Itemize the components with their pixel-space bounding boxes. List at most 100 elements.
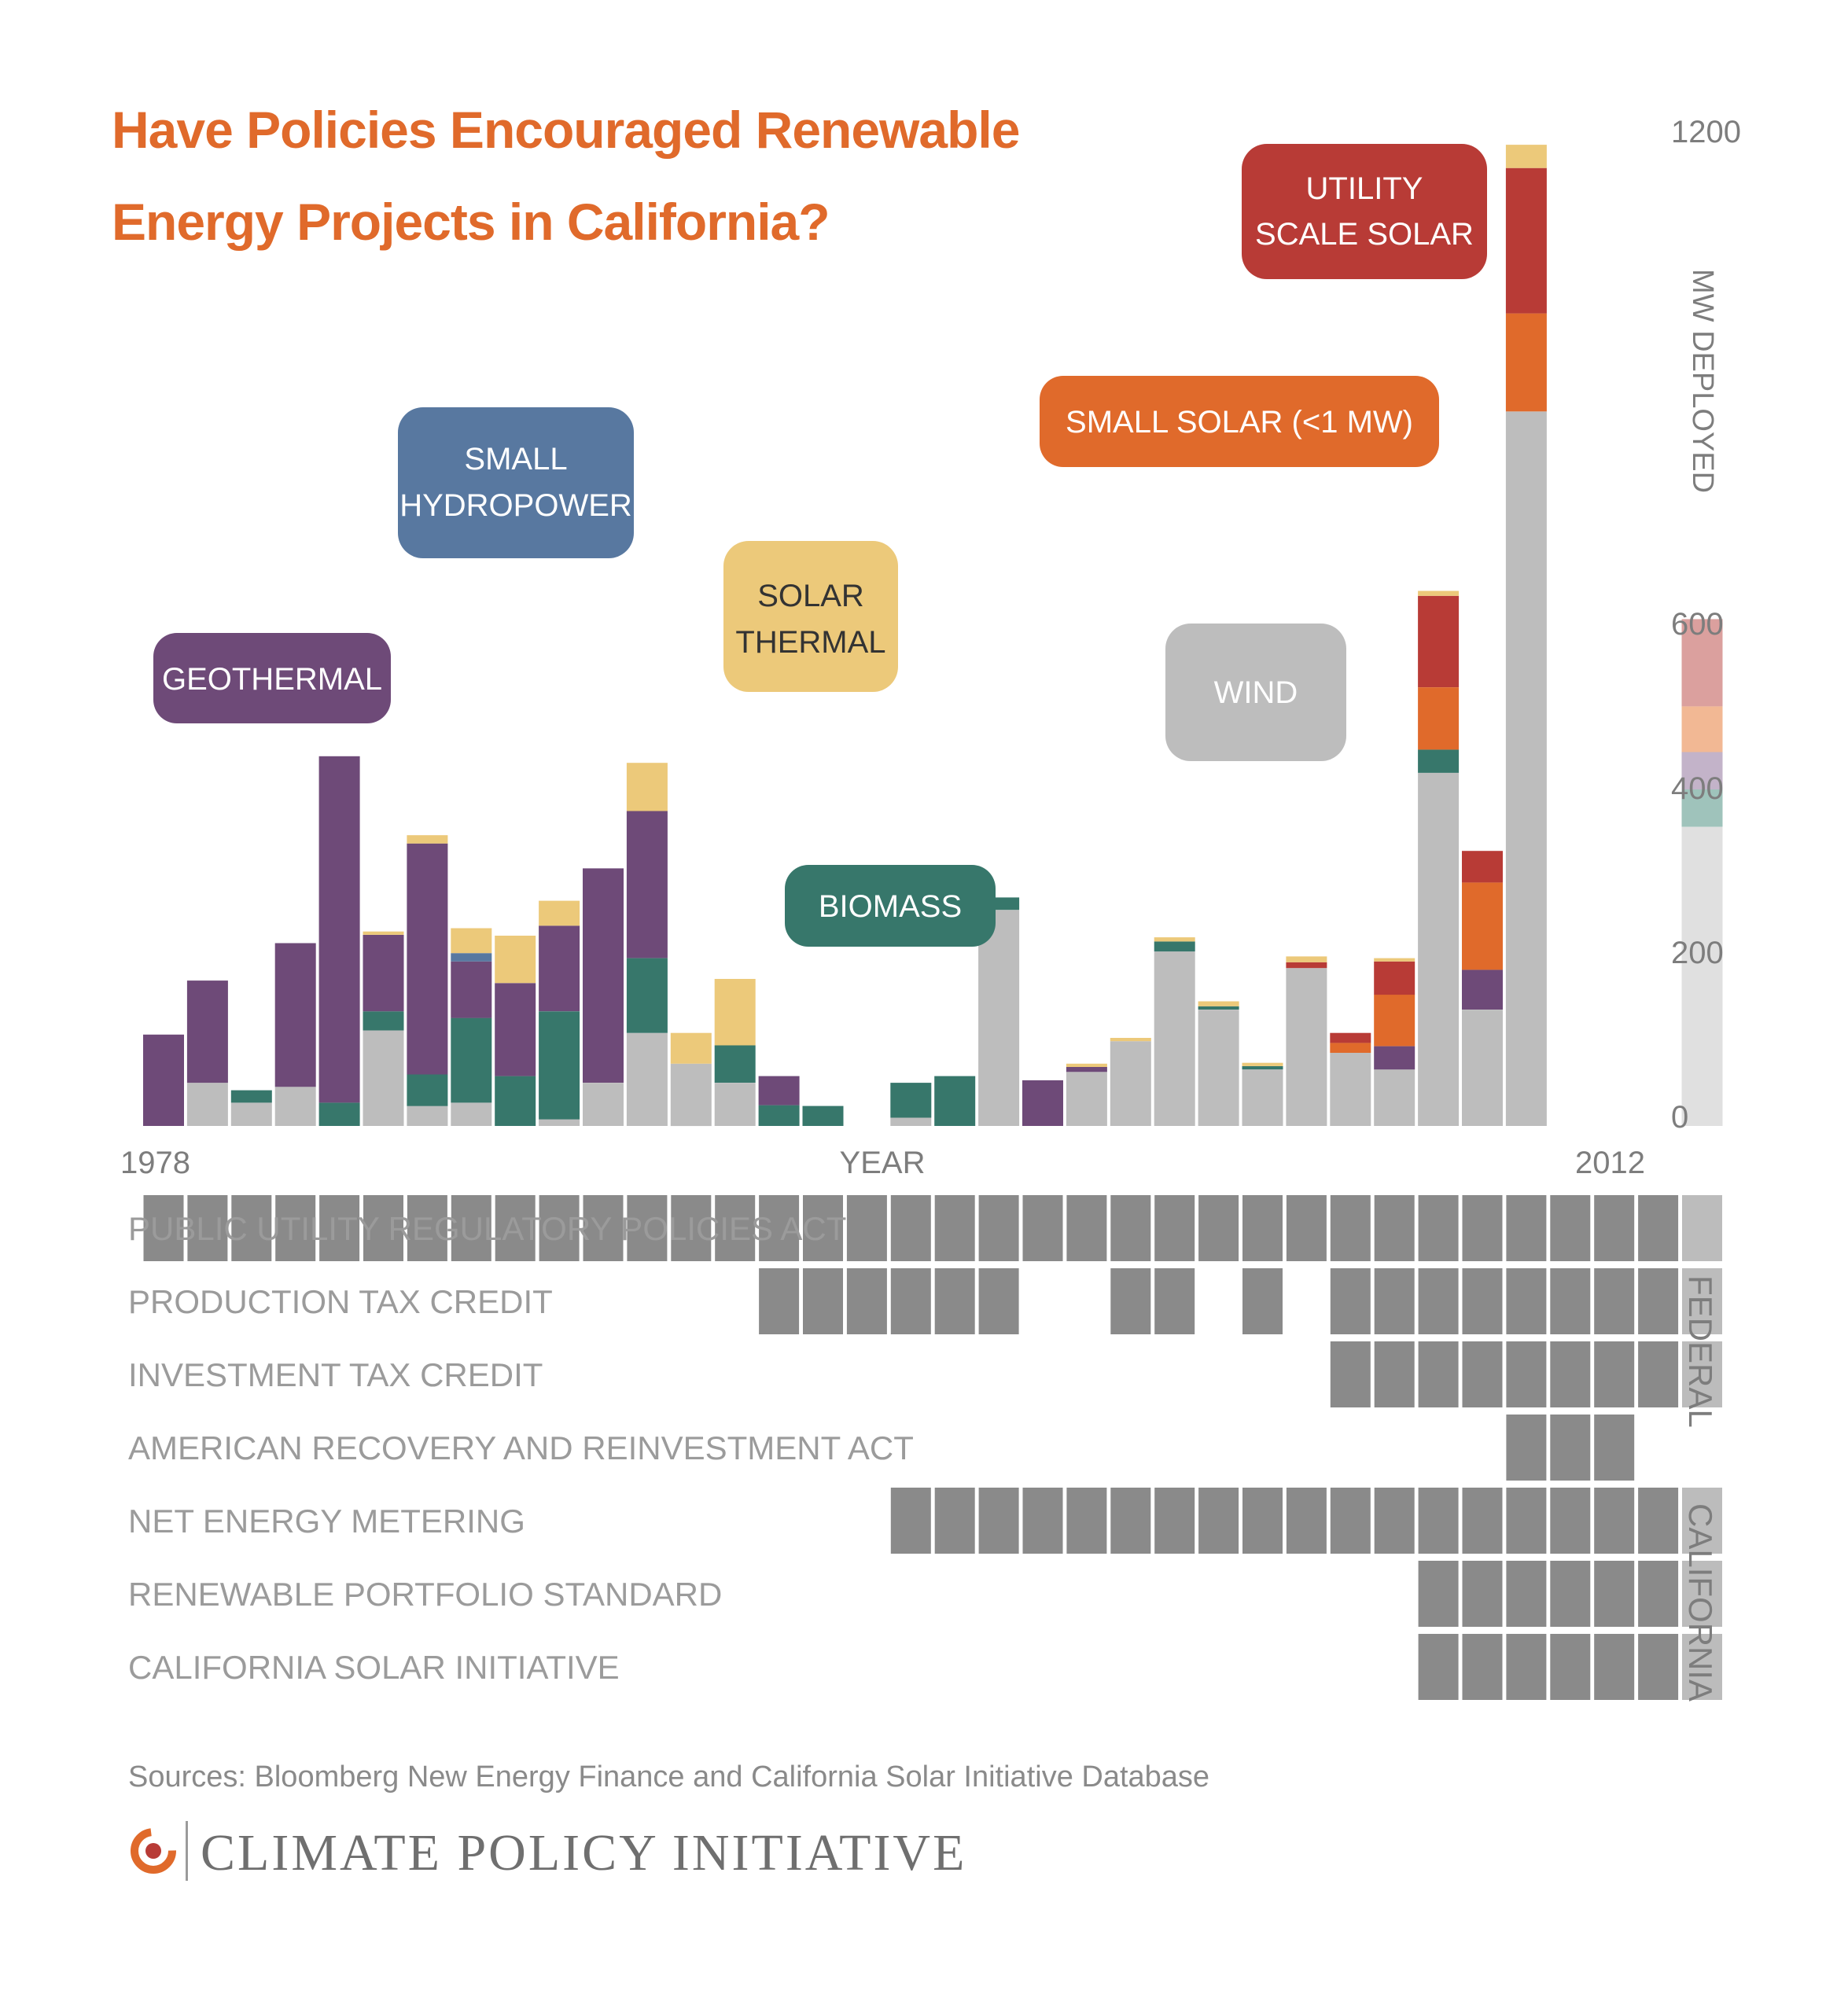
legend-label-small-hydropower-1: SMALL [464, 442, 567, 476]
legend-label-wind: WIND [1214, 675, 1298, 710]
bar-solar_thermal-1983 [363, 931, 404, 935]
policy-timeline-grid [143, 1195, 1722, 1700]
bar-wind-1979 [186, 1083, 228, 1126]
bar-solar_thermal-2007 [1418, 590, 1460, 596]
policy-cell-4-1999 [1066, 1488, 1107, 1554]
policy-label-1: PRODUCTION TAX CREDIT [128, 1283, 553, 1320]
bar-geothermal-1978 [143, 1034, 184, 1126]
bar-wind-2003 [1242, 1069, 1283, 1126]
policy-cell-0-1982 [319, 1195, 360, 1261]
policy-cell-3-2009 [1506, 1415, 1547, 1481]
policy-cell-0-2008 [1462, 1195, 1503, 1261]
policy-cell-6-2007 [1418, 1634, 1459, 1700]
bar-geothermal-1981 [274, 943, 316, 1087]
policy-cell-4-2001 [1154, 1488, 1195, 1554]
bar-wind-2006 [1374, 1069, 1415, 1126]
legend-label-geothermal: GEOTHERMAL [162, 662, 382, 697]
group-label-california: CALIFORNIA [1682, 1503, 1719, 1701]
bar-wind-2013--projected- [1681, 826, 1723, 1126]
bar-geothermal-1979 [186, 980, 228, 1083]
legend-label-solar-thermal-2: THERMAL [735, 625, 885, 660]
bar-utility_solar-2008 [1462, 851, 1503, 883]
policy-cell-4-2007 [1418, 1488, 1459, 1554]
policy-cell-4-1997 [978, 1488, 1019, 1554]
bar-small_solar-2005 [1330, 1043, 1371, 1053]
logo-ring-icon [131, 1828, 176, 1874]
bar-solar_thermal-1991 [714, 979, 756, 1046]
y-tick-0: 0 [1671, 1100, 1688, 1135]
policy-cell-0-2001 [1154, 1195, 1195, 1261]
y-tick-1200: 1200 [1671, 115, 1741, 149]
policy-cell-6-2013--projected- [1682, 1634, 1722, 1700]
bar-biomass-1996 [934, 1076, 976, 1126]
bar-biomass-2007 [1418, 749, 1460, 773]
policy-cell-0-2012 [1638, 1195, 1679, 1261]
bar-solar_thermal-2006 [1374, 958, 1415, 962]
policy-cell-1-1992 [759, 1268, 800, 1334]
policy-cell-0-1986 [495, 1195, 536, 1261]
policy-cell-6-2012 [1638, 1634, 1679, 1700]
bar-solar_thermal-1990 [670, 1032, 712, 1064]
logo-dot-icon [145, 1843, 161, 1859]
legend-label-utility-solar-1: UTILITY [1306, 171, 1423, 206]
policy-cell-0-1995 [890, 1195, 931, 1261]
bar-utility_solar-2009 [1505, 167, 1547, 314]
policy-cell-0-1991 [715, 1195, 756, 1261]
y-tick-200: 200 [1671, 936, 1724, 970]
bar-solar_thermal-1999 [1066, 1063, 1107, 1067]
policy-cell-2-2008 [1462, 1341, 1503, 1407]
policy-cell-0-1979 [187, 1195, 228, 1261]
cpi-logo-mark [131, 1821, 188, 1881]
policy-cell-0-1990 [671, 1195, 712, 1261]
legend-label-utility-solar-2: SCALE SOLAR [1255, 217, 1474, 252]
bar-geothermal-1987 [539, 925, 580, 1012]
y-tick-400: 400 [1671, 771, 1724, 806]
chart-title-line-2: Energy Projects in California? [112, 193, 830, 251]
logo-divider [186, 1821, 188, 1881]
bar-biomass-1992 [758, 1105, 800, 1126]
bar-biomass-1983 [363, 1011, 404, 1031]
policy-cell-4-2010 [1550, 1488, 1591, 1554]
bar-small_hydropower-1985 [451, 953, 492, 962]
bar-biomass-1986 [495, 1076, 536, 1126]
bar-wind-2007 [1418, 772, 1460, 1126]
bar-biomass-1993 [802, 1106, 844, 1126]
bar-geothermal-1985 [451, 961, 492, 1018]
policy-cell-2-2012 [1638, 1341, 1679, 1407]
bar-wind-2004 [1286, 968, 1327, 1126]
sources-note: Sources: Bloomberg New Energy Finance an… [128, 1760, 1209, 1793]
policy-cell-2-2011 [1594, 1341, 1635, 1407]
bar-geothermal-1988 [583, 868, 624, 1083]
bar-small_solar-2013--projected- [1681, 706, 1723, 752]
policy-cell-3-2011 [1594, 1415, 1635, 1481]
bar-utility_solar-2004 [1286, 962, 1327, 969]
policy-cell-6-2008 [1462, 1634, 1503, 1700]
bar-wind-2002 [1198, 1010, 1239, 1126]
policy-cell-0-1987 [539, 1195, 580, 1261]
policy-cell-0-1996 [934, 1195, 975, 1261]
bar-geothermal-1983 [363, 935, 404, 1012]
policy-cell-1-1993 [803, 1268, 843, 1334]
bar-biomass-1982 [318, 1102, 360, 1126]
policy-cell-1-2003 [1242, 1268, 1283, 1334]
bar-geothermal-1989 [626, 811, 668, 958]
policy-cell-0-1988 [583, 1195, 624, 1261]
bar-small_solar-2008 [1462, 882, 1503, 970]
policy-cell-0-2004 [1286, 1195, 1327, 1261]
policy-cell-0-1981 [275, 1195, 316, 1261]
legend-pill-utility-solar: UTILITY SCALE SOLAR [1242, 144, 1487, 279]
policy-cell-6-2011 [1594, 1634, 1635, 1700]
policy-cell-1-1995 [890, 1268, 931, 1334]
bar-geothermal-1998 [1022, 1080, 1063, 1126]
policy-cell-2-2006 [1374, 1341, 1415, 1407]
legend-label-small-hydropower-2: HYDROPOWER [399, 488, 632, 523]
policy-cell-4-2003 [1242, 1488, 1283, 1554]
policy-cell-0-1998 [1022, 1195, 1063, 1261]
bar-solar_thermal-1987 [539, 900, 580, 926]
policy-cell-2-2005 [1330, 1341, 1371, 1407]
policy-cell-6-2010 [1550, 1634, 1591, 1700]
bar-biomass-1984 [407, 1074, 448, 1106]
policy-cell-1-2007 [1418, 1268, 1459, 1334]
bar-wind-1989 [626, 1032, 668, 1126]
